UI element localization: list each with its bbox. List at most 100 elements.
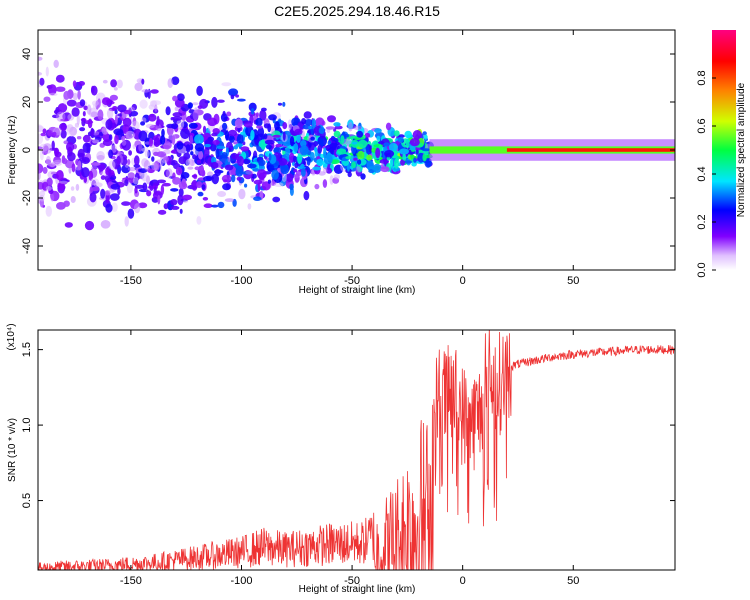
spectrogram-cell: [182, 194, 193, 201]
spectrogram-cell: [90, 111, 98, 118]
spectrogram-cell: [102, 97, 111, 106]
spectrogram-cell: [422, 131, 427, 136]
spectrogram-cell: [143, 160, 151, 171]
spectrogram-cell: [270, 129, 275, 135]
spectrogram-cell: [80, 117, 87, 122]
spectrogram-cell: [263, 133, 268, 140]
snr-y-ticks: 0.5 1.0 1.5: [21, 342, 675, 508]
spectrogram-cell: [336, 123, 340, 127]
spectrogram-cell: [55, 86, 66, 92]
spectrogram-cell: [63, 140, 69, 145]
spectrogram-cell: [140, 121, 146, 126]
spectrogram-cell: [91, 85, 98, 96]
spectrogram-cell: [142, 182, 148, 191]
spectrogram-cell: [190, 151, 194, 156]
spectrogram-cell: [176, 141, 184, 150]
spectrogram-cell: [78, 81, 85, 86]
spectrogram-cell: [353, 157, 358, 161]
spectrogram-cell: [409, 138, 420, 147]
spectrogram-cell: [323, 154, 333, 165]
spectrogram-cell: [294, 162, 299, 169]
spectrogram-cell: [82, 111, 86, 117]
spectrogram-cell: [282, 101, 286, 107]
spectrogram-cell: [376, 135, 381, 141]
spectrogram-cell: [100, 188, 106, 199]
spectrogram-cell: [248, 102, 257, 112]
spectrogram-cell: [222, 110, 226, 117]
snr-scale-label: (x10⁴): [6, 323, 17, 350]
spectrogram-y-tick-label: 40: [21, 48, 33, 60]
spectrogram-cell: [111, 144, 117, 153]
spectrogram-cell: [365, 145, 370, 154]
spectrogram-cell: [314, 146, 318, 153]
spectrogram-cell: [310, 151, 315, 161]
spectrogram-cell: [81, 157, 90, 164]
spectrogram-cell: [160, 184, 165, 195]
spectrogram-cell: [81, 167, 90, 178]
spectrogram-cell: [325, 126, 335, 130]
spectrogram-cell: [166, 168, 173, 179]
spectrogram-cell: [155, 124, 162, 132]
spectrogram-cell: [274, 182, 284, 187]
spectrogram-cell: [230, 94, 235, 100]
spectrogram-cell: [163, 149, 171, 155]
spectrogram-cell: [124, 216, 129, 227]
spectrogram-cell: [134, 184, 145, 189]
spectrogram-cell: [42, 166, 48, 174]
spectrogram-cells: [38, 56, 675, 231]
spectrogram-cell: [357, 150, 365, 161]
spectrogram-y-ticks: -40 -20 0 20 40: [21, 48, 675, 254]
spectrogram-cell: [196, 85, 203, 96]
spectrogram-cell: [172, 177, 181, 185]
spectrogram-cell: [180, 172, 190, 179]
spectrogram-cell: [207, 117, 218, 127]
spectrogram-cell: [100, 175, 106, 180]
spectrogram-cell: [364, 132, 371, 138]
spectrogram-cell: [83, 120, 94, 125]
spectrogram-cell: [217, 99, 225, 103]
spectrogram-cell: [356, 130, 364, 138]
spectrogram-cell: [236, 134, 244, 145]
spectrogram-cell: [333, 174, 340, 180]
snr-frame: [37, 329, 676, 571]
spectrogram-cell: [170, 205, 180, 210]
spectrogram-cell: [255, 117, 263, 127]
spectrogram-cell: [397, 134, 405, 138]
spectrogram-cell: [177, 93, 185, 101]
spectrogram-cell: [192, 154, 197, 160]
spectrogram-cell: [258, 164, 265, 171]
spectrogram-cell: [45, 186, 52, 191]
spectrogram-cell: [133, 203, 141, 214]
spectrogram-cell: [221, 82, 232, 87]
spectrogram-cell: [172, 112, 183, 118]
spectrogram-cell: [269, 127, 277, 131]
spectrogram-cell: [222, 122, 228, 131]
spectrogram-cell: [45, 205, 52, 217]
spectrogram-cell: [374, 128, 382, 134]
spectrogram-cell: [102, 79, 108, 84]
spectrogram-cell: [138, 202, 148, 209]
spectrogram-cell: [247, 163, 257, 169]
spectrogram-cell: [139, 99, 148, 109]
spectrogram-cell: [238, 188, 246, 200]
spectrogram-cell: [199, 164, 204, 176]
spectrogram-cell: [141, 147, 149, 153]
spectrogram-cell: [243, 158, 251, 165]
spectrogram-cell: [393, 166, 401, 172]
spectrogram-cell: [105, 203, 113, 213]
spectrogram-cell: [131, 120, 140, 131]
spectrogram-cell: [393, 130, 400, 137]
spectrogram-cell: [250, 108, 255, 115]
spectrogram-cell: [372, 163, 382, 173]
spectrogram-cell: [39, 149, 44, 161]
spectrogram-cell: [70, 196, 76, 203]
spectrogram-cell: [366, 160, 375, 171]
spectrogram-cell: [191, 179, 198, 191]
colorbar-tick-label: 0.0: [696, 262, 708, 277]
spectrogram-cell: [96, 155, 105, 160]
spectrogram-cell: [88, 170, 94, 181]
snr-panel: -150 -100 -50 0 50 0.5 1.0 1.5 Height of strai…: [6, 323, 676, 595]
spectrogram-cell: [109, 94, 118, 101]
spectrogram-cell: [45, 66, 49, 77]
spectrogram-cell: [72, 80, 77, 88]
